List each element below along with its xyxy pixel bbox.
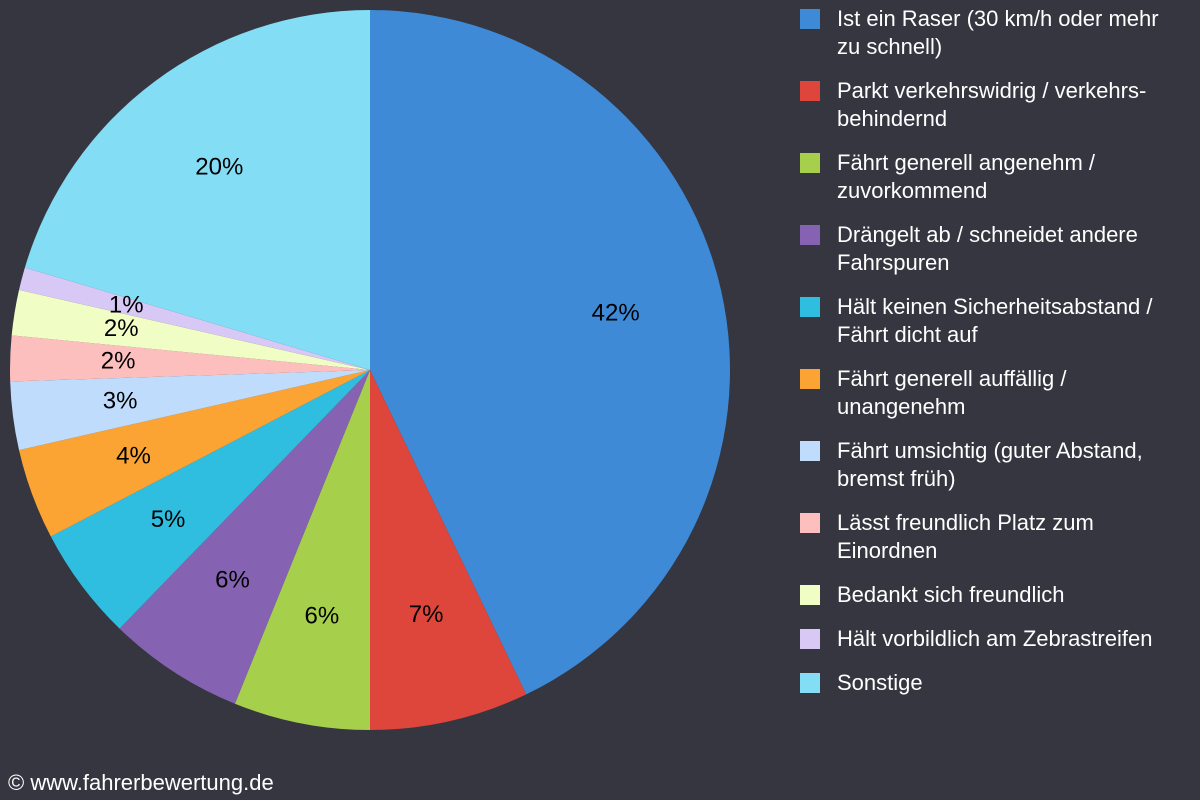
data-label: 4%: [116, 442, 151, 469]
legend-item: Drängelt ab / schneidet andere Fahrspure…: [800, 221, 1187, 277]
legend-item: Hält vorbildlich am Zebrastreifen: [800, 625, 1187, 653]
data-label: 6%: [215, 567, 250, 594]
legend-swatch: [800, 153, 820, 173]
pie-slice: [370, 10, 730, 695]
legend-swatch: [800, 369, 820, 389]
data-label: 6%: [304, 603, 339, 630]
legend-item: Fährt generell auffällig / unangenehm: [800, 365, 1187, 421]
legend-item: Hält keinen Sicherheitsabstand / Fährt d…: [800, 293, 1187, 349]
legend-label: Fährt generell auffällig / unangenehm: [837, 366, 1067, 419]
pie-slice: [11, 289, 371, 370]
legend-swatch: [800, 513, 820, 533]
legend-swatch: [800, 441, 820, 461]
data-label: 42%: [592, 299, 640, 326]
legend-item: Fährt generell angenehm / zuvorkommend: [800, 149, 1187, 205]
data-label: 1%: [109, 291, 144, 318]
legend-label: Parkt verkehrswidrig / verkehrs-behinder…: [837, 78, 1147, 131]
legend-label: Hält vorbildlich am Zebrastreifen: [837, 626, 1153, 651]
pie-slice: [234, 370, 370, 730]
legend-label: Fährt umsichtig (guter Abstand, bremst f…: [837, 438, 1143, 491]
pie-slice: [24, 10, 370, 370]
pie-slice: [370, 370, 527, 730]
pie-slice: [19, 267, 371, 370]
legend-label: Lässt freundlich Platz zum Einordnen: [837, 510, 1094, 563]
legend-label: Drängelt ab / schneidet andere Fahrspure…: [837, 222, 1138, 275]
legend-item: Fährt umsichtig (guter Abstand, bremst f…: [800, 437, 1187, 493]
legend: Ist ein Raser (30 km/h oder mehr zu schn…: [800, 5, 1187, 697]
data-label: 2%: [101, 347, 136, 374]
data-label: 7%: [409, 601, 444, 628]
legend-swatch: [800, 673, 820, 693]
source: © www.fahrerbewertung.de: [8, 770, 274, 795]
legend-swatch: [800, 225, 820, 245]
legend-label: Bedankt sich freundlich: [837, 582, 1065, 607]
pie-slice: [9, 335, 370, 382]
legend-swatch: [800, 585, 820, 605]
pie-slice: [50, 370, 370, 629]
data-label: 20%: [195, 153, 243, 180]
legend-label: Hält keinen Sicherheitsabstand / Fährt d…: [837, 294, 1153, 347]
data-label: 3%: [103, 388, 138, 415]
legend-item: Ist ein Raser (30 km/h oder mehr zu schn…: [800, 5, 1187, 61]
pie-slice: [19, 370, 371, 537]
legend-label: Ist ein Raser (30 km/h oder mehr zu schn…: [837, 6, 1159, 59]
pie-slice: [10, 370, 370, 451]
legend-label: Sonstige: [837, 670, 923, 695]
legend-item: Lässt freundlich Platz zum Einordnen: [800, 509, 1187, 565]
pie-slice: [119, 370, 370, 704]
pie: 42%7%6%6%5%4%3%2%2%1%20%: [9, 10, 730, 730]
legend-item: Sonstige: [800, 669, 1187, 697]
data-label: 2%: [104, 315, 139, 342]
legend-swatch: [800, 629, 820, 649]
legend-swatch: [800, 9, 820, 29]
legend-item: Bedankt sich freundlich: [800, 581, 1187, 609]
legend-label: Fährt generell angenehm / zuvorkommend: [837, 150, 1096, 203]
data-label: 5%: [151, 506, 186, 533]
legend-item: Parkt verkehrswidrig / verkehrs-behinder…: [800, 77, 1187, 133]
legend-swatch: [800, 297, 820, 317]
legend-swatch: [800, 81, 820, 101]
